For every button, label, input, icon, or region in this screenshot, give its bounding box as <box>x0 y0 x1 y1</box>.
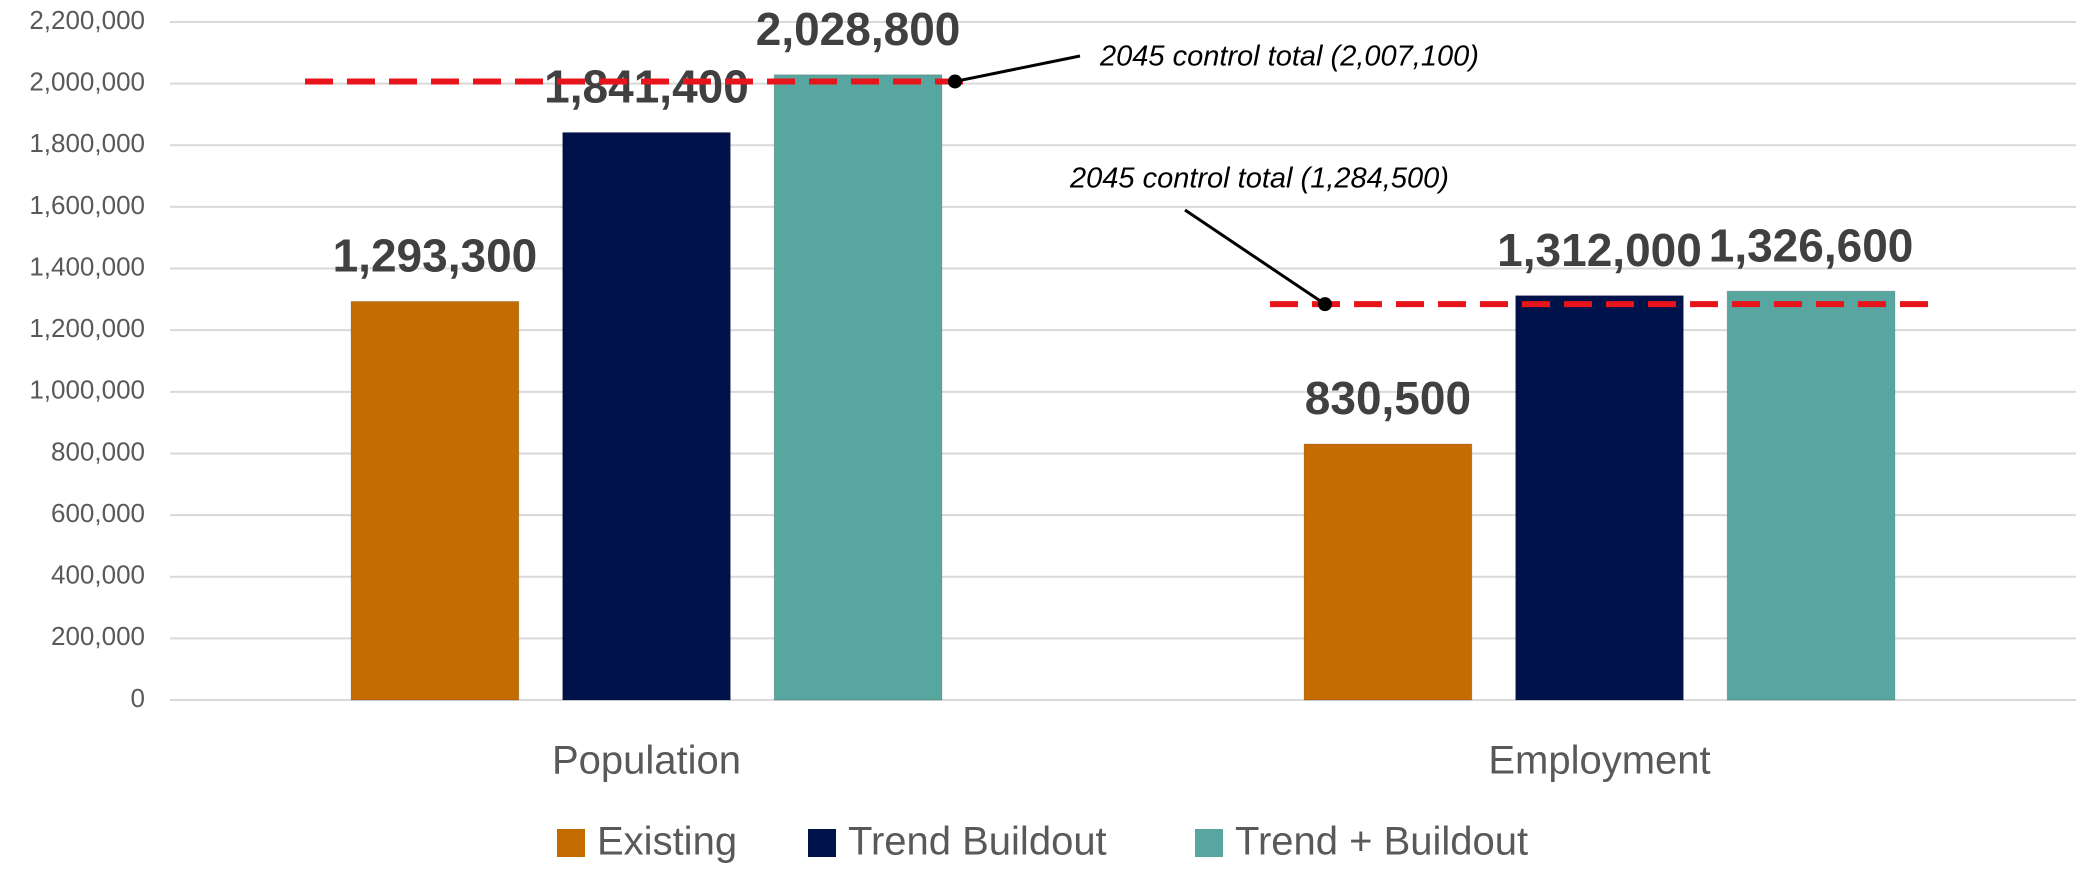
y-tick-label: 2,200,000 <box>29 5 145 35</box>
legend-swatch <box>808 829 836 857</box>
leader-line <box>1184 208 1326 306</box>
annotation: 2045 control total (1,284,500) <box>1069 163 1449 195</box>
y-tick-label: 1,200,000 <box>29 313 145 343</box>
y-tick-label: 0 <box>131 683 145 713</box>
bar <box>1726 290 1896 701</box>
bar <box>350 300 520 701</box>
value-label: 1,841,400 <box>544 61 749 113</box>
y-tick-label: 1,000,000 <box>29 375 145 405</box>
y-tick-label: 1,600,000 <box>29 190 145 220</box>
bar <box>1515 295 1684 701</box>
value-label: 1,326,600 <box>1709 219 1914 271</box>
value-label: 1,293,300 <box>333 230 538 282</box>
y-tick-label: 400,000 <box>51 560 145 590</box>
y-tick-label: 2,000,000 <box>29 67 145 97</box>
y-tick-label: 800,000 <box>51 436 145 466</box>
leader-line <box>954 54 1081 83</box>
y-tick-label: 1,400,000 <box>29 251 145 281</box>
x-tick-label: Employment <box>1488 739 1710 783</box>
legend-label: Trend Buildout <box>848 820 1107 864</box>
y-tick-label: 1,800,000 <box>29 128 145 158</box>
y-tick-label: 200,000 <box>51 621 145 651</box>
annotation: 2045 control total (2,007,100) <box>1099 41 1479 73</box>
legend-swatch <box>557 829 585 857</box>
bar <box>562 132 731 701</box>
value-label: 830,500 <box>1305 372 1471 424</box>
legend-swatch <box>1195 829 1223 857</box>
leader-dot <box>948 74 962 89</box>
bar <box>773 74 943 701</box>
legend-label: Existing <box>597 820 737 864</box>
y-tick-label: 600,000 <box>51 498 145 528</box>
legend-label: Trend + Buildout <box>1235 820 1528 864</box>
bar <box>1303 443 1473 701</box>
x-tick-label: Population <box>552 739 741 783</box>
value-label: 2,028,800 <box>756 3 961 55</box>
value-label: 1,312,000 <box>1497 224 1702 276</box>
leader-dot <box>1318 297 1332 312</box>
